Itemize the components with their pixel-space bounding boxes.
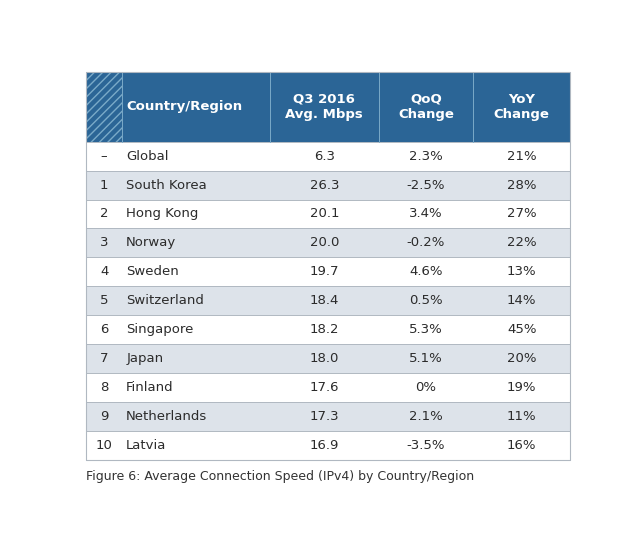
Text: 6: 6 xyxy=(100,323,108,336)
Text: 20.0: 20.0 xyxy=(310,236,339,249)
Text: 3: 3 xyxy=(100,236,108,249)
Text: 18.4: 18.4 xyxy=(310,294,339,307)
Text: 27%: 27% xyxy=(507,208,536,220)
Text: 4.6%: 4.6% xyxy=(409,265,443,278)
Text: 3.4%: 3.4% xyxy=(409,208,443,220)
Text: 5: 5 xyxy=(100,294,108,307)
Text: Latvia: Latvia xyxy=(126,439,166,452)
FancyBboxPatch shape xyxy=(86,229,570,258)
Text: 26.3: 26.3 xyxy=(310,179,339,192)
FancyBboxPatch shape xyxy=(86,402,570,431)
FancyBboxPatch shape xyxy=(86,431,570,460)
Text: 2.1%: 2.1% xyxy=(409,410,443,423)
Text: Global: Global xyxy=(126,150,169,163)
Text: 4: 4 xyxy=(100,265,108,278)
Text: 8: 8 xyxy=(100,381,108,394)
FancyBboxPatch shape xyxy=(86,72,122,142)
Text: 17.3: 17.3 xyxy=(310,410,339,423)
Text: 2: 2 xyxy=(100,208,108,220)
Text: 14%: 14% xyxy=(507,294,536,307)
Text: 22%: 22% xyxy=(507,236,536,249)
Text: 5.1%: 5.1% xyxy=(409,352,443,365)
Text: 11%: 11% xyxy=(507,410,536,423)
Text: QoQ
Change: QoQ Change xyxy=(398,93,454,121)
Text: South Korea: South Korea xyxy=(126,179,207,192)
Text: 28%: 28% xyxy=(507,179,536,192)
Text: 6.3: 6.3 xyxy=(314,150,335,163)
Text: 21%: 21% xyxy=(507,150,536,163)
Text: 7: 7 xyxy=(100,352,108,365)
Text: 20%: 20% xyxy=(507,352,536,365)
Text: 9: 9 xyxy=(100,410,108,423)
FancyBboxPatch shape xyxy=(86,373,570,402)
FancyBboxPatch shape xyxy=(86,286,570,315)
Text: 17.6: 17.6 xyxy=(310,381,339,394)
Text: Country/Region: Country/Region xyxy=(126,100,243,113)
Text: 19.7: 19.7 xyxy=(310,265,339,278)
Text: 16.9: 16.9 xyxy=(310,439,339,452)
Text: -2.5%: -2.5% xyxy=(407,179,445,192)
Text: Hong Kong: Hong Kong xyxy=(126,208,198,220)
Text: Q3 2016
Avg. Mbps: Q3 2016 Avg. Mbps xyxy=(285,93,364,121)
FancyBboxPatch shape xyxy=(86,344,570,373)
FancyBboxPatch shape xyxy=(86,258,570,286)
Text: 5.3%: 5.3% xyxy=(409,323,443,336)
FancyBboxPatch shape xyxy=(86,315,570,344)
Text: Singapore: Singapore xyxy=(126,323,194,336)
FancyBboxPatch shape xyxy=(86,72,570,142)
Text: 19%: 19% xyxy=(507,381,536,394)
Text: Norway: Norway xyxy=(126,236,177,249)
FancyBboxPatch shape xyxy=(86,170,570,199)
Text: Finland: Finland xyxy=(126,381,174,394)
Text: 20.1: 20.1 xyxy=(310,208,339,220)
Text: 0%: 0% xyxy=(415,381,436,394)
Text: 45%: 45% xyxy=(507,323,536,336)
Text: 10: 10 xyxy=(95,439,113,452)
Text: 2.3%: 2.3% xyxy=(409,150,443,163)
Text: 0.5%: 0.5% xyxy=(409,294,443,307)
Text: Switzerland: Switzerland xyxy=(126,294,204,307)
Text: -0.2%: -0.2% xyxy=(407,236,445,249)
Text: 18.2: 18.2 xyxy=(310,323,339,336)
Text: -3.5%: -3.5% xyxy=(407,439,445,452)
Text: 18.0: 18.0 xyxy=(310,352,339,365)
Text: –: – xyxy=(100,150,108,163)
Text: Netherlands: Netherlands xyxy=(126,410,207,423)
Text: Figure 6: Average Connection Speed (IPv4) by Country/Region: Figure 6: Average Connection Speed (IPv4… xyxy=(86,470,474,483)
FancyBboxPatch shape xyxy=(86,142,570,170)
Text: 13%: 13% xyxy=(507,265,536,278)
Text: Sweden: Sweden xyxy=(126,265,179,278)
Text: 16%: 16% xyxy=(507,439,536,452)
Text: Japan: Japan xyxy=(126,352,163,365)
Text: 1: 1 xyxy=(100,179,108,192)
Text: YoY
Change: YoY Change xyxy=(493,93,550,121)
FancyBboxPatch shape xyxy=(86,199,570,229)
